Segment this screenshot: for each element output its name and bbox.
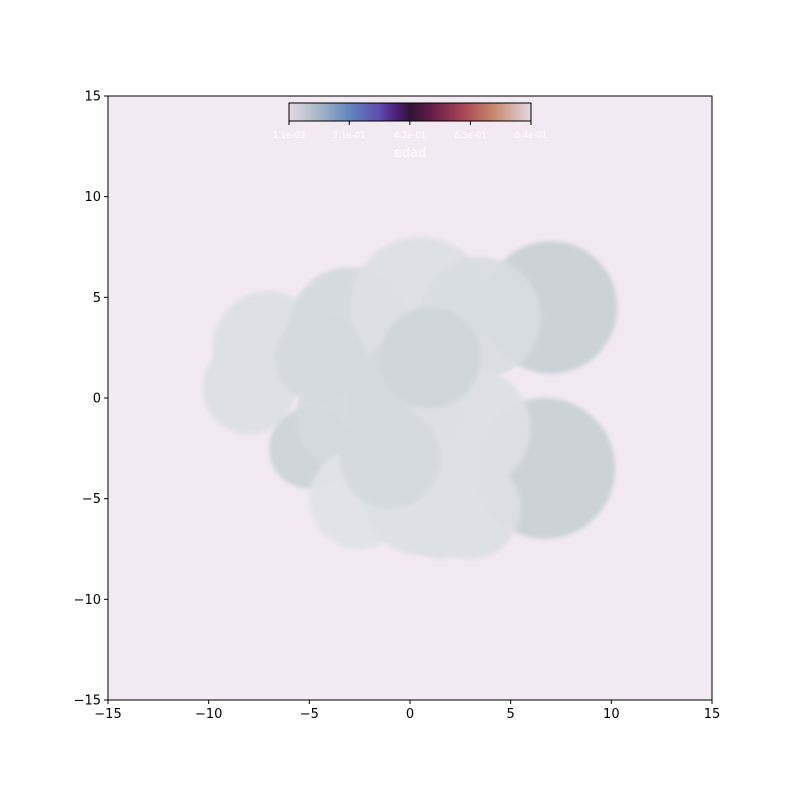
- x-axis: −15 −10 −5 0 5 10 15: [94, 700, 720, 722]
- colorbar-tick-label: 6.3e-01: [454, 131, 487, 141]
- y-tick-label: 5: [93, 291, 101, 306]
- x-tick-label: 0: [406, 707, 414, 722]
- x-tick-label: 5: [507, 707, 515, 722]
- x-tick-label: −5: [300, 707, 319, 722]
- heatmap-region: [339, 408, 441, 509]
- colorbar-tick-label: 2.1e-01: [333, 131, 366, 141]
- colorbar: 1.1e-03 2.1e-01 4.2e-01 6.3e-01 8.4e-01 edad: [273, 102, 548, 161]
- x-tick-label: 15: [704, 707, 721, 722]
- x-tick-label: 10: [603, 707, 620, 722]
- heatmap-region: [410, 498, 471, 560]
- y-tick-label: 15: [84, 90, 101, 105]
- x-tick-label: −10: [195, 707, 222, 722]
- y-tick-label: −5: [82, 492, 101, 507]
- colorbar-gradient: [288, 102, 532, 122]
- colorbar-tick-label: 8.4e-01: [515, 131, 548, 141]
- heatmap-region: [275, 313, 364, 403]
- y-tick-label: 10: [84, 190, 101, 205]
- y-tick-label: 0: [93, 392, 101, 407]
- y-axis: −15 −10 −5 0 5 10 15: [74, 90, 108, 709]
- heatmap-region: [202, 341, 296, 435]
- colorbar-tick-label: 4.2e-01: [394, 131, 427, 141]
- heatmap-region: [379, 307, 481, 409]
- colorbar-tick-label: 1.1e-03: [273, 131, 306, 141]
- y-tick-label: −15: [74, 694, 101, 709]
- x-tick-label: −15: [94, 707, 121, 722]
- heatmap-regions: [202, 236, 618, 560]
- y-tick-label: −10: [74, 593, 101, 608]
- colorbar-label: edad: [394, 146, 426, 161]
